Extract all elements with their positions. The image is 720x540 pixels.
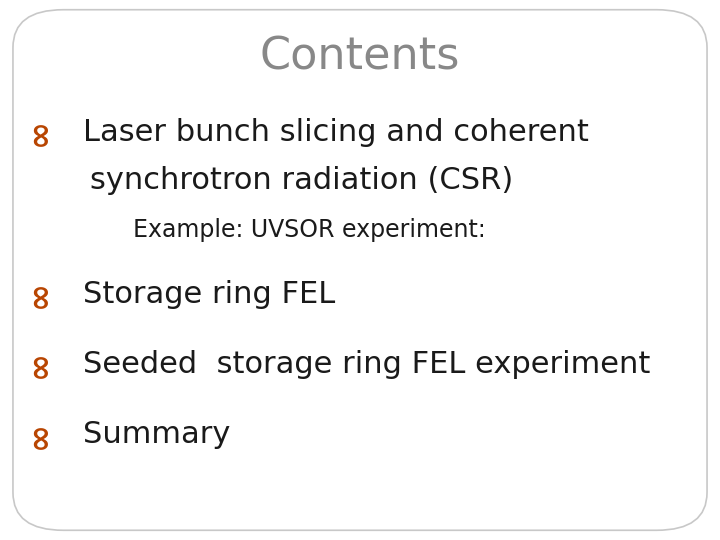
- Text: synchrotron radiation (CSR): synchrotron radiation (CSR): [90, 166, 513, 195]
- Text: Example: UVSOR experiment:: Example: UVSOR experiment:: [133, 218, 486, 241]
- Text: Seeded  storage ring FEL experiment: Seeded storage ring FEL experiment: [83, 350, 650, 379]
- Text: ∞: ∞: [23, 280, 56, 308]
- Text: ∞: ∞: [23, 350, 56, 379]
- Text: Contents: Contents: [260, 35, 460, 78]
- Text: Storage ring FEL: Storage ring FEL: [83, 280, 335, 309]
- FancyBboxPatch shape: [13, 10, 707, 530]
- Text: ∞: ∞: [23, 118, 56, 146]
- Text: ∞: ∞: [23, 421, 56, 449]
- Text: Laser bunch slicing and coherent: Laser bunch slicing and coherent: [83, 118, 589, 147]
- Text: Summary: Summary: [83, 420, 230, 449]
